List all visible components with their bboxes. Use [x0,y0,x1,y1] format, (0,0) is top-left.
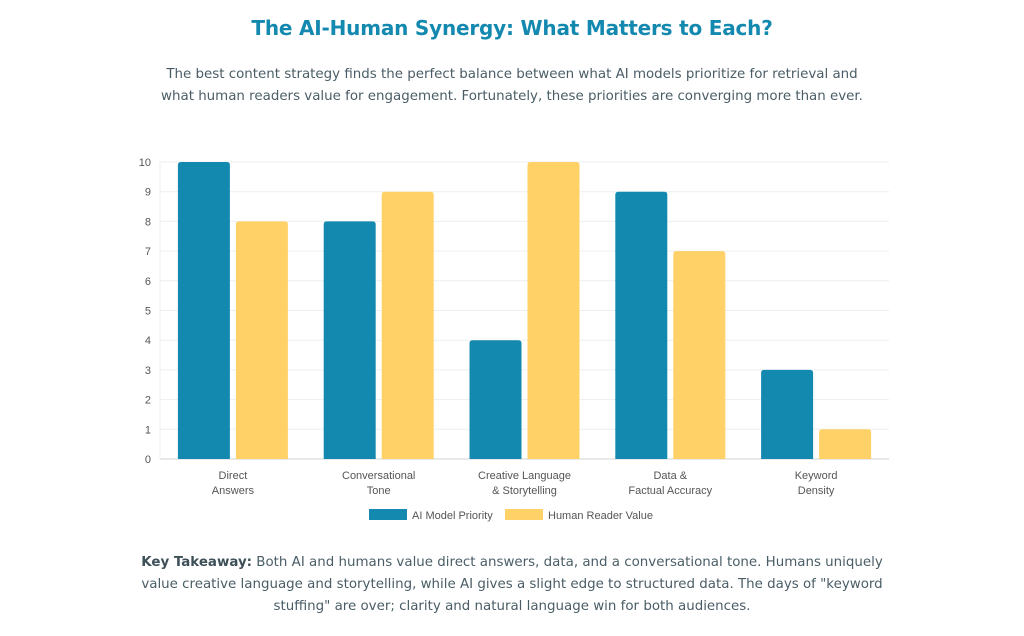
bar-human-reader-value [673,251,726,459]
bar-ai-model-priority [615,191,668,459]
y-axis-ticks: 0 1 2 3 4 5 6 7 8 9 10 [139,157,151,466]
y-tick-label: 2 [145,395,151,407]
y-tick-label: 6 [145,276,151,288]
x-tick-label: Data & [653,470,687,482]
x-tick-label: Direct [219,470,248,482]
bars [177,162,872,459]
y-tick-label: 1 [145,424,151,436]
y-tick-label: 5 [145,306,151,318]
x-tick-label: Density [798,485,835,497]
legend-label: Human Reader Value [548,510,653,522]
legend-swatch [505,509,543,520]
x-tick-label: Answers [212,485,255,497]
y-tick-label: 7 [145,246,151,258]
x-tick-label: Creative Language [478,470,571,482]
bar-human-reader-value [819,429,872,459]
bar-ai-model-priority [469,340,522,459]
key-takeaway-text: Both AI and humans value direct answers,… [141,555,883,614]
y-tick-label: 3 [145,365,151,377]
y-tick-label: 4 [145,335,151,347]
key-takeaway-label: Key Takeaway: [141,555,253,570]
y-tick-label: 0 [145,454,151,466]
bar-ai-model-priority [323,221,376,459]
x-tick-label: & Storytelling [492,485,557,497]
bar-ai-model-priority [761,369,814,459]
x-tick-label: Factual Accuracy [628,485,712,497]
y-tick-label: 9 [145,187,151,199]
page-title: The AI-Human Synergy: What Matters to Ea… [251,16,773,40]
legend-label: AI Model Priority [412,510,493,522]
legend: AI Model Priority Human Reader Value [369,509,653,522]
legend-swatch [369,509,407,520]
x-tick-label: Tone [367,485,391,497]
y-tick-label: 8 [145,216,151,228]
bar-ai-model-priority [177,162,230,459]
x-tick-label: Keyword [795,470,838,482]
x-tick-label: Conversational [342,470,415,482]
y-tick-label: 10 [139,157,151,169]
bar-human-reader-value [381,191,434,459]
key-takeaway: Key Takeaway: Both AI and humans value d… [140,552,884,618]
bar-human-reader-value [527,162,580,459]
x-axis-labels: Direct Answers Conversational Tone Creative … [212,470,838,497]
bar-human-reader-value [235,221,288,459]
page-subtitle: The best content strategy finds the perf… [161,67,863,104]
